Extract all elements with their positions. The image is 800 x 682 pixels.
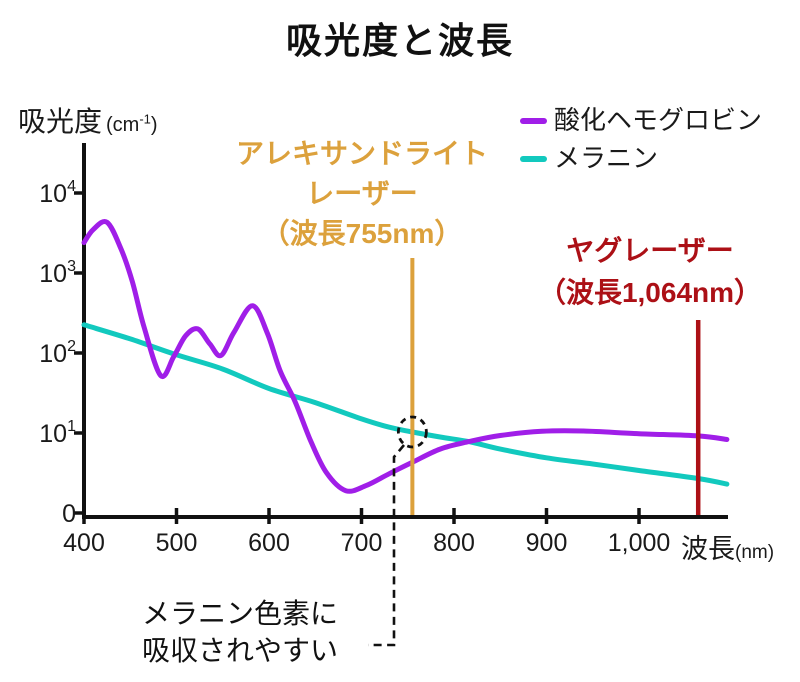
x-axis-title-text: 波長 (681, 534, 735, 564)
oxyhemoglobin-swatch-icon (520, 117, 547, 124)
y-axis-title-text: 吸光度 (18, 106, 103, 137)
axis-ticks-group: 400 500 600 700 800 900 1,000 0 101 102 103 104 (39, 178, 670, 557)
legend: 酸化ヘモグロビン メラニン (520, 105, 762, 181)
x-axis-unit: (nm) (735, 542, 775, 563)
y-tick-label: 101 (39, 418, 76, 448)
y-tick-label: 102 (39, 338, 76, 368)
y-tick-label: 0 (62, 500, 76, 528)
melanin-swatch-icon (520, 155, 547, 162)
x-tick-label: 900 (526, 529, 568, 557)
x-tick-label: 800 (433, 529, 475, 557)
highlight-circle-group (396, 415, 428, 449)
x-axis-title: 波長(nm) (681, 527, 774, 566)
legend-label: 酸化ヘモグロビン (554, 105, 763, 135)
x-tick-label: 1,000 (608, 529, 671, 557)
x-tick-label: 500 (156, 529, 198, 557)
laser-lines-group (410, 258, 701, 515)
curve-oxyhemoglobin (81, 219, 730, 494)
legend-item-oxyhemoglobin: 酸化ヘモグロビン (520, 105, 762, 136)
legend-item-melanin: メラニン (520, 143, 762, 174)
y-tick-label: 103 (39, 258, 76, 288)
y-axis-unit: (cm-1) (106, 111, 158, 136)
chart-title: 吸光度と波長 (285, 20, 514, 61)
x-tick-label: 700 (341, 529, 383, 557)
x-tick-label: 400 (63, 529, 105, 557)
legend-label: メラニン (554, 143, 659, 174)
alexandrite-laser-label: アレキサンドライト レーザー （波長755nm） (235, 138, 488, 249)
yag-laser-label: ヤグレーザー （波長1,064nm） (537, 235, 763, 308)
y-tick-label: 104 (39, 178, 76, 208)
y-axis-title: 吸光度 (cm-1) (18, 100, 158, 140)
callout-connector-line (368, 444, 405, 647)
x-tick-label: 600 (248, 529, 290, 557)
highlight-circle (396, 415, 428, 449)
melanin-absorption-note: メラニン色素に 吸収されやすい (142, 598, 339, 666)
